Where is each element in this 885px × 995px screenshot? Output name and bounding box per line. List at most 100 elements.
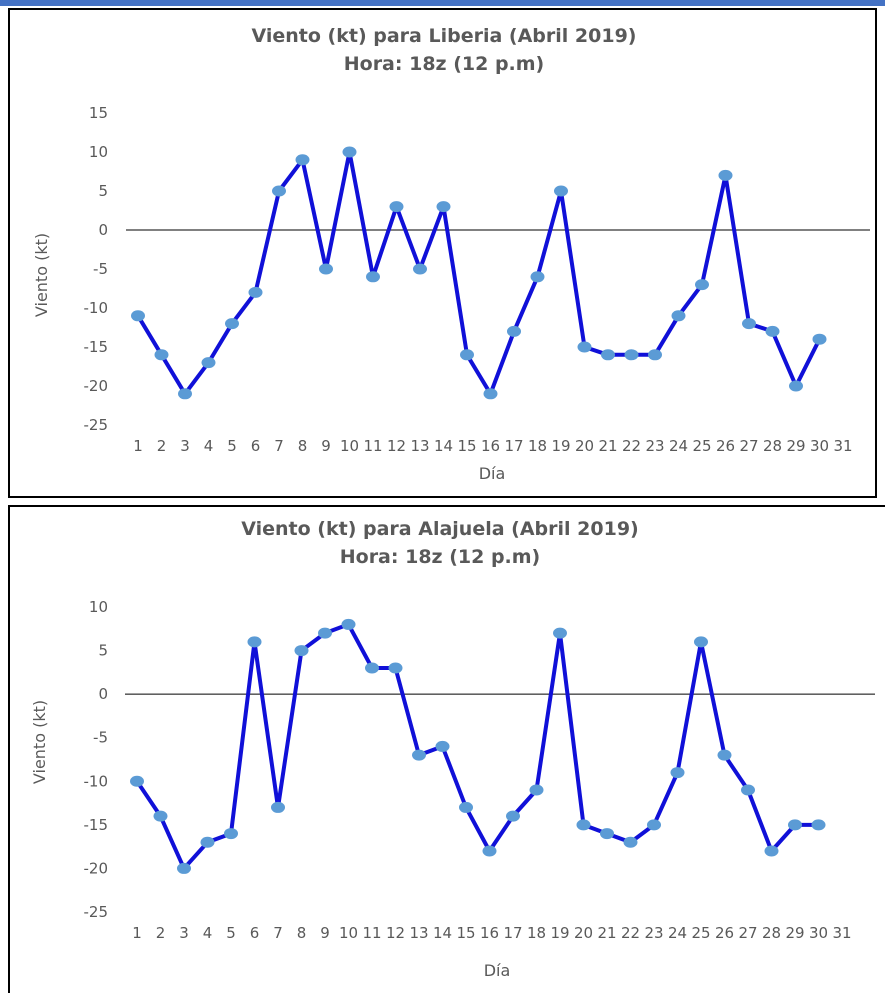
data-point — [600, 828, 614, 840]
data-point — [154, 349, 169, 361]
data-point — [764, 845, 779, 857]
x-tick-label: 4 — [203, 924, 213, 942]
data-point — [201, 357, 216, 369]
data-point — [529, 784, 544, 796]
y-tick-label: -5 — [93, 260, 108, 278]
x-tick-label: 20 — [574, 924, 593, 942]
y-tick-label: 0 — [98, 221, 108, 239]
x-tick-label: 9 — [321, 437, 331, 455]
data-point — [272, 185, 286, 197]
data-point — [718, 169, 733, 181]
data-point — [178, 388, 192, 400]
chart-subtitle: Hora: 18z (12 p.m) — [340, 546, 541, 568]
x-tick-label: 28 — [763, 437, 782, 455]
x-tick-label: 15 — [456, 924, 475, 942]
data-point — [623, 836, 638, 848]
data-point — [319, 263, 333, 275]
x-tick-label: 24 — [669, 437, 688, 455]
data-point — [670, 767, 685, 779]
data-point — [507, 325, 521, 337]
y-tick-label: -15 — [84, 338, 109, 356]
chart-liberia: Viento (kt) para Liberia (Abril 2019) Ho… — [8, 8, 877, 498]
series-line — [136, 150, 822, 396]
data-point — [342, 146, 357, 158]
y-tick-label: -20 — [84, 859, 109, 877]
data-point — [811, 819, 826, 831]
x-tick-label: 18 — [528, 437, 547, 455]
y-tick-label: -10 — [84, 772, 109, 790]
data-point — [225, 318, 239, 330]
x-tick-label: 5 — [226, 924, 236, 942]
x-tick-label: 30 — [809, 924, 828, 942]
x-tick-label: 13 — [410, 437, 429, 455]
data-point — [224, 828, 238, 840]
x-tick-label: 4 — [204, 437, 214, 455]
data-point — [788, 819, 802, 831]
data-point — [318, 627, 332, 639]
data-point — [341, 618, 356, 630]
x-tick-label: 5 — [227, 437, 237, 455]
data-point — [554, 185, 568, 197]
y-tick-label: -25 — [84, 903, 109, 921]
x-tick-label: 26 — [715, 924, 734, 942]
data-point — [789, 380, 803, 392]
y-tick-label: 15 — [89, 104, 108, 122]
chart-alajuela-svg: Viento (kt) para Alajuela (Abril 2019) H… — [30, 518, 875, 980]
chart-alajuela: Viento (kt) para Alajuela (Abril 2019) H… — [8, 505, 885, 993]
data-point — [247, 636, 262, 648]
x-tick-label: 16 — [480, 924, 499, 942]
x-tick-label: 19 — [550, 924, 569, 942]
data-point — [694, 636, 708, 648]
y-axis-label: Viento (kt) — [30, 700, 49, 784]
x-tick-label: 9 — [320, 924, 330, 942]
data-point — [436, 201, 451, 213]
data-point — [695, 279, 709, 291]
data-point — [388, 662, 403, 674]
x-tick-label: 18 — [527, 924, 546, 942]
y-tick-label: 10 — [89, 143, 108, 161]
x-tick-label: 30 — [810, 437, 829, 455]
y-tick-label: 10 — [89, 598, 108, 616]
y-tick-label: 5 — [98, 642, 108, 660]
x-tick-label: 6 — [250, 924, 260, 942]
data-point — [435, 740, 450, 752]
x-tick-label: 27 — [739, 437, 758, 455]
y-tick-label: -20 — [84, 377, 109, 395]
top-accent-bar — [0, 0, 885, 6]
chart-subtitle: Hora: 18z (12 p.m) — [344, 53, 545, 75]
y-axis-label: Viento (kt) — [32, 233, 51, 317]
x-tick-label: 21 — [598, 437, 617, 455]
x-tick-label: 8 — [297, 924, 307, 942]
data-point — [177, 862, 191, 874]
x-tick-label: 25 — [692, 437, 711, 455]
data-point — [742, 318, 756, 330]
data-point — [130, 775, 144, 787]
data-point — [295, 154, 310, 166]
x-tick-label: 26 — [716, 437, 735, 455]
data-point — [460, 349, 474, 361]
x-tick-label: 10 — [340, 437, 359, 455]
data-point — [366, 271, 380, 283]
x-axis-label: Día — [479, 464, 506, 483]
x-tick-label: 10 — [339, 924, 358, 942]
data-point — [671, 310, 686, 322]
data-point — [624, 349, 639, 361]
data-point — [648, 349, 662, 361]
data-point — [647, 819, 661, 831]
x-tick-label: 31 — [833, 437, 852, 455]
x-tick-label: 25 — [691, 924, 710, 942]
x-tick-label: 16 — [481, 437, 500, 455]
x-tick-label: 22 — [622, 437, 641, 455]
x-tick-label: 7 — [274, 437, 284, 455]
y-tick-label: -25 — [84, 416, 109, 434]
data-point — [577, 341, 592, 353]
data-point — [717, 749, 732, 761]
y-tick-label: -15 — [84, 816, 109, 834]
x-tick-label: 20 — [575, 437, 594, 455]
x-tick-label: 21 — [597, 924, 616, 942]
x-tick-label: 23 — [644, 924, 663, 942]
data-point — [530, 271, 545, 283]
data-point — [483, 388, 498, 400]
